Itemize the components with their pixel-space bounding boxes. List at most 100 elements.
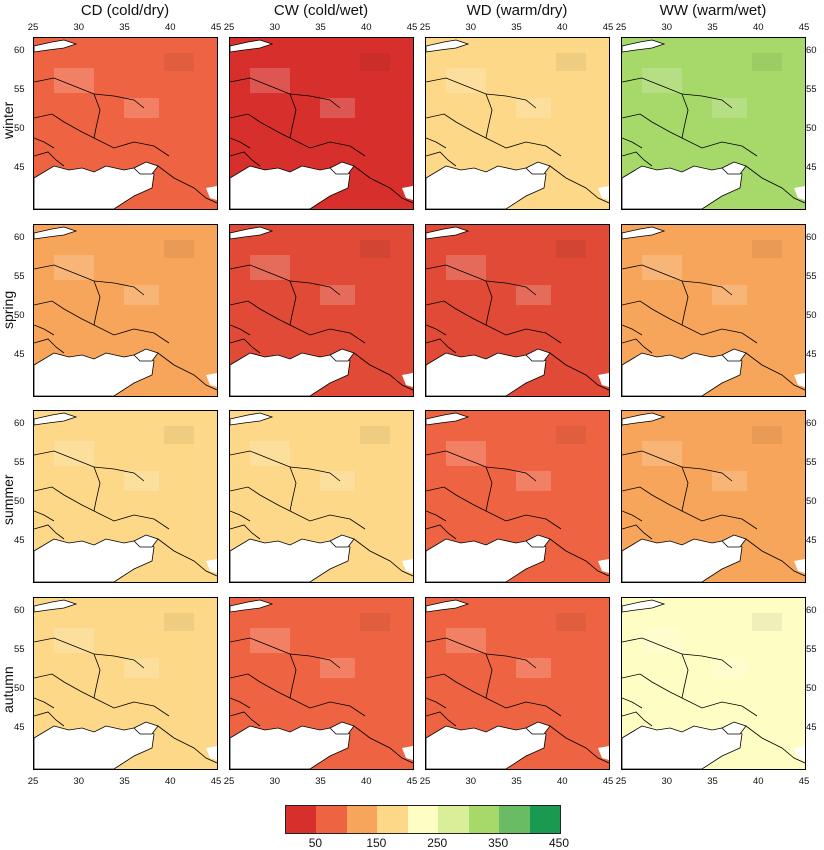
- x-tick-top: 30: [465, 22, 477, 33]
- y-tick-right: 45: [806, 349, 817, 360]
- x-tick-bottom: 45: [798, 776, 810, 787]
- map-panel-winter-2: [425, 37, 610, 210]
- x-tick-bottom: 30: [73, 776, 85, 787]
- y-tick-right: 55: [806, 84, 817, 95]
- x-tick-bottom: 35: [119, 776, 130, 787]
- y-tick-left: 60: [14, 45, 25, 56]
- x-tick-bottom: 30: [269, 776, 281, 787]
- y-tick-left: 50: [14, 123, 25, 134]
- colorbar-swatch: [438, 806, 469, 833]
- x-tick-bottom: 40: [360, 776, 372, 787]
- y-tick-left: 60: [14, 232, 25, 243]
- y-tick-right: 60: [806, 418, 817, 429]
- map-panel-summer-1: [229, 410, 414, 583]
- y-tick-left: 50: [14, 310, 25, 321]
- y-tick-right: 55: [806, 271, 817, 282]
- map-panel-spring-2: [425, 224, 610, 397]
- x-tick-bottom: 25: [419, 776, 431, 787]
- colorbar-swatch: [407, 806, 439, 833]
- x-tick-top: 25: [615, 22, 627, 33]
- map-panel-spring-3: [621, 224, 806, 397]
- y-tick-left: 60: [14, 605, 25, 616]
- map-panel-summer-0: [33, 410, 218, 583]
- x-tick-top: 35: [315, 22, 326, 33]
- map-panel-winter-0: [33, 37, 218, 210]
- x-tick-top: 35: [707, 22, 718, 33]
- x-tick-top: 40: [556, 22, 568, 33]
- colorbar-swatch: [499, 806, 530, 833]
- column-title-cw: CW (cold/wet): [273, 2, 369, 19]
- y-tick-left: 50: [14, 496, 25, 507]
- y-tick-right: 50: [806, 496, 817, 507]
- y-tick-right: 50: [806, 123, 817, 134]
- colorbar-swatch: [468, 806, 500, 833]
- map-panel-winter-1: [229, 37, 414, 210]
- x-tick-bottom: 40: [752, 776, 764, 787]
- x-tick-bottom: 35: [707, 776, 718, 787]
- y-tick-left: 45: [14, 722, 25, 733]
- y-tick-left: 45: [14, 535, 25, 546]
- colorbar-label: 450: [548, 836, 570, 850]
- map-panel-spring-1: [229, 224, 414, 397]
- colorbar-swatch: [529, 806, 560, 833]
- x-tick-top: 40: [360, 22, 372, 33]
- colorbar-label: 50: [308, 836, 323, 850]
- map-panel-summer-2: [425, 410, 610, 583]
- y-tick-right: 60: [806, 605, 817, 616]
- colorbar-label: 250: [427, 836, 448, 850]
- y-tick-left: 45: [14, 349, 25, 360]
- x-tick-top: 35: [119, 22, 130, 33]
- x-tick-bottom: 25: [223, 776, 235, 787]
- colorbar-swatch: [346, 806, 378, 833]
- map-panel-spring-0: [33, 224, 218, 397]
- y-tick-right: 50: [806, 310, 817, 321]
- colorbar-swatch: [286, 806, 317, 833]
- x-tick-bottom: 30: [661, 776, 673, 787]
- x-tick-top: 45: [798, 22, 810, 33]
- x-tick-bottom: 35: [315, 776, 326, 787]
- map-panel-autumn-2: [425, 597, 610, 770]
- y-tick-left: 55: [14, 84, 25, 95]
- x-tick-bottom: 40: [164, 776, 176, 787]
- colorbar: [285, 805, 561, 834]
- x-tick-top: 40: [752, 22, 764, 33]
- x-tick-top: 35: [511, 22, 522, 33]
- x-tick-bottom: 45: [602, 776, 614, 787]
- x-tick-bottom: 45: [406, 776, 418, 787]
- map-panel-autumn-3: [621, 597, 806, 770]
- map-panel-autumn-0: [33, 597, 218, 770]
- x-tick-bottom: 25: [27, 776, 39, 787]
- x-tick-top: 25: [223, 22, 235, 33]
- y-tick-left: 60: [14, 418, 25, 429]
- x-tick-bottom: 30: [465, 776, 477, 787]
- y-tick-left: 55: [14, 644, 25, 655]
- y-tick-right: 45: [806, 535, 817, 546]
- y-tick-left: 55: [14, 271, 25, 282]
- colorbar-swatch: [316, 806, 347, 833]
- colorbar-swatch: [377, 806, 408, 833]
- row-label-winter: winter: [0, 101, 16, 139]
- x-tick-top: 30: [73, 22, 85, 33]
- x-tick-top: 45: [406, 22, 418, 33]
- column-title-wd: WD (warm/dry): [466, 2, 568, 19]
- map-panel-summer-3: [621, 410, 806, 583]
- x-tick-bottom: 40: [556, 776, 568, 787]
- x-tick-bottom: 35: [511, 776, 522, 787]
- colorbar-label: 350: [488, 836, 509, 850]
- y-tick-right: 45: [806, 722, 817, 733]
- column-title-cd: CD (cold/dry): [80, 2, 170, 19]
- x-tick-top: 25: [27, 22, 39, 33]
- y-tick-right: 60: [806, 45, 817, 56]
- y-tick-right: 55: [806, 644, 817, 655]
- x-tick-top: 45: [602, 22, 614, 33]
- y-tick-left: 55: [14, 457, 25, 468]
- colorbar-label: 150: [366, 836, 387, 850]
- y-tick-right: 60: [806, 232, 817, 243]
- y-tick-left: 50: [14, 683, 25, 694]
- column-title-ww: WW (warm/wet): [659, 2, 767, 19]
- x-tick-top: 30: [269, 22, 281, 33]
- y-tick-right: 45: [806, 162, 817, 173]
- x-tick-bottom: 25: [615, 776, 627, 787]
- y-tick-left: 45: [14, 162, 25, 173]
- x-tick-top: 40: [164, 22, 176, 33]
